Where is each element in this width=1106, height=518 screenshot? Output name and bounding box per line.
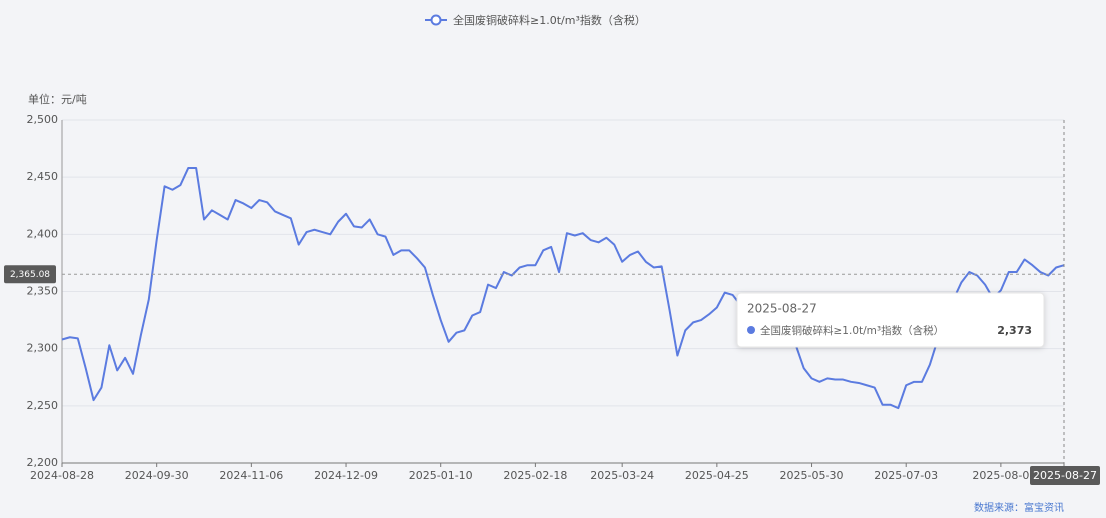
x-tick-label: 2024-09-30 [125,469,189,482]
unit-label: 单位：元/吨 [28,92,87,106]
x-tick-label: 2025-01-10 [409,469,473,482]
y-tick-label: 2,400 [27,227,59,240]
legend-label[interactable]: 全国废铜破碎料≥1.0t/m³指数（含税） [453,13,646,27]
tooltip-box [736,292,1045,348]
y-tick-label: 2,350 [27,285,59,298]
x-tick-label: 2025-02-18 [503,469,567,482]
y-tick-label: 2,450 [27,170,59,183]
x-tick-label: 2025-05-30 [780,469,844,482]
x-tick-label: 2025-04-25 [685,469,749,482]
x-highlight-bg [1030,466,1100,485]
y-tick-label: 2,200 [27,456,59,469]
source: 数据来源：富宝资讯 [974,501,1064,514]
crosshair-label: 2,365.08 [10,270,50,280]
x-tick-label: 2025-07-03 [874,469,938,482]
x-tick-label: 2024-08-28 [30,469,94,482]
x-tick-label: 2025-08-0 [972,469,1029,482]
y-tick-label: 2,500 [27,113,59,126]
x-tick-label: 2024-12-09 [314,469,378,482]
tooltip-dot [747,326,755,334]
x-highlight-label: 2025-08-27 [1033,469,1097,482]
y-tick-label: 2,300 [27,342,59,355]
tooltip-series: 全国废铜破碎料≥1.0t/m³指数（含税） [760,324,944,337]
crosshair-label-bg [4,265,56,284]
tooltip-title: 2025-08-27 [747,302,817,316]
x-tick-label: 2024-11-06 [219,469,283,482]
series-line [61,167,1065,410]
tooltip: 2025-08-27 全国废铜破碎料≥1.0t/m³指数（含税） 2,373 [736,292,1045,348]
tooltip-value: 2,373 [997,324,1032,337]
legend-symbol[interactable] [430,14,442,26]
y-tick-label: 2,250 [27,399,59,412]
x-tick-label: 2025-03-24 [590,469,654,482]
